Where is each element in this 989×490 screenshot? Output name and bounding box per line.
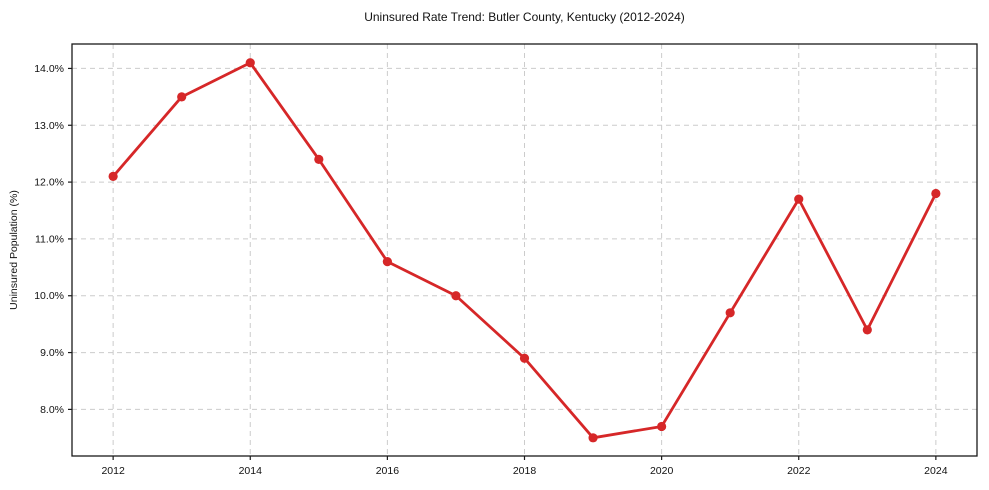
grid-layer	[72, 44, 977, 456]
x-tick-label: 2014	[239, 465, 263, 477]
tick-layer	[68, 67, 937, 460]
data-point-marker	[931, 188, 941, 199]
x-tick-label: 2020	[650, 465, 674, 477]
data-point-marker	[519, 353, 530, 363]
label-layer: 8.0% 9.0% 10.0% 11.0% 12.0% 13.0% 14.0% 2012 201…	[34, 63, 947, 477]
plot-frame	[71, 43, 978, 457]
data-point-marker	[657, 421, 667, 432]
y-tick-label: 8.0%	[40, 404, 64, 416]
x-tick-label: 2016	[376, 465, 400, 477]
data-point-marker	[177, 92, 187, 102]
data-point-marker	[794, 194, 804, 204]
x-tick-label: 2018	[513, 465, 537, 477]
chart-title: Uninsured Rate Trend: Butler County, Ken…	[364, 10, 685, 24]
y-tick-label: 9.0%	[40, 347, 64, 359]
data-point-marker	[245, 58, 255, 68]
x-tick-label: 2022	[787, 465, 811, 477]
data-point-marker	[382, 257, 392, 267]
y-tick-label: 10.0%	[34, 290, 64, 302]
data-point-marker	[314, 154, 324, 164]
data-point-marker	[862, 325, 872, 335]
data-point-marker	[725, 308, 735, 318]
y-tick-label: 12.0%	[34, 177, 64, 189]
data-point-marker	[588, 433, 598, 443]
data-series-layer	[108, 58, 941, 443]
data-point-marker	[108, 171, 118, 182]
y-tick-label: 13.0%	[34, 120, 64, 132]
x-tick-label: 2024	[924, 465, 948, 477]
data-point-marker	[451, 291, 461, 301]
y-axis-label: Uninsured Population (%)	[8, 190, 20, 310]
y-tick-label: 14.0%	[34, 63, 64, 75]
x-tick-label: 2012	[101, 465, 125, 477]
y-tick-label: 11.0%	[35, 233, 64, 245]
